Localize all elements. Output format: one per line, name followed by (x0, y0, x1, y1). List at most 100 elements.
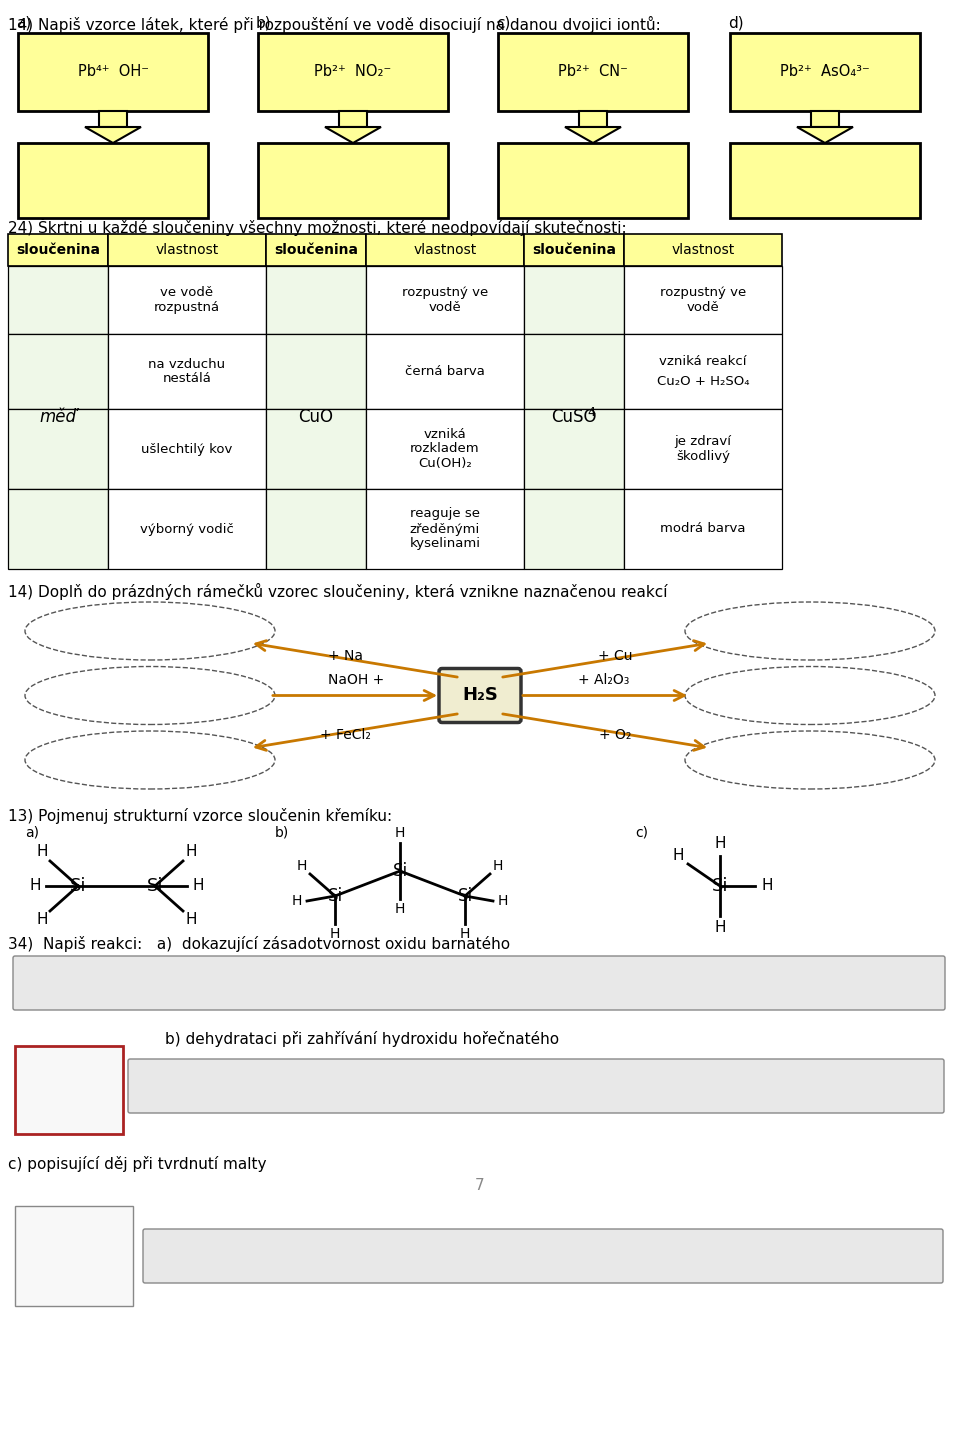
Bar (366, 266, 524, 334)
FancyBboxPatch shape (13, 955, 945, 1011)
Bar (339, 111, 367, 126)
Bar (624, 266, 782, 334)
Text: vlastnost: vlastnost (414, 243, 476, 257)
Text: Pb²⁺  CN⁻: Pb²⁺ CN⁻ (558, 64, 628, 80)
Bar (624, 334, 782, 409)
Text: Pb²⁺  NO₂⁻: Pb²⁺ NO₂⁻ (314, 64, 392, 80)
Text: vlastnost: vlastnost (671, 243, 734, 257)
Text: Cu₂O + H₂SO₄: Cu₂O + H₂SO₄ (657, 375, 749, 388)
Text: + FeCl₂: + FeCl₂ (320, 728, 371, 742)
Bar (8, 489, 108, 569)
Text: + Na: + Na (327, 650, 363, 663)
Bar (8, 234, 108, 266)
Bar (8, 266, 108, 334)
Bar (624, 409, 782, 489)
Text: H: H (185, 845, 197, 859)
Bar (99, 111, 127, 126)
Text: Si: Si (70, 877, 86, 896)
Text: H: H (672, 849, 684, 864)
Ellipse shape (25, 731, 275, 790)
Text: H: H (761, 878, 773, 894)
Bar (366, 489, 524, 569)
Polygon shape (797, 126, 853, 142)
Bar (18, 33, 208, 111)
FancyBboxPatch shape (128, 1059, 944, 1112)
Text: c) popisující děj při tvrdnutí malty: c) popisující děj při tvrdnutí malty (8, 1156, 267, 1172)
Text: Si: Si (147, 877, 163, 896)
Text: + Al₂O₃: + Al₂O₃ (578, 673, 630, 688)
Bar (108, 489, 266, 569)
Polygon shape (325, 126, 381, 142)
Bar (524, 409, 624, 489)
Bar (258, 33, 448, 111)
Text: + Cu: + Cu (598, 650, 633, 663)
Text: Pb²⁺  AsO₄³⁻: Pb²⁺ AsO₄³⁻ (780, 64, 870, 80)
Bar (266, 234, 366, 266)
Text: H: H (460, 928, 470, 941)
Text: NaOH +: NaOH + (328, 673, 384, 688)
Text: CuO: CuO (299, 409, 333, 426)
Text: H: H (714, 836, 726, 852)
Ellipse shape (685, 731, 935, 790)
Text: je zdraví
škodlivý: je zdraví škodlivý (675, 435, 732, 462)
Text: sloučenina: sloučenina (16, 243, 100, 257)
Ellipse shape (25, 666, 275, 724)
Text: b) dehydrataci při zahřívání hydroxidu hořečnatého: b) dehydrataci při zahřívání hydroxidu h… (165, 1031, 559, 1047)
Text: H: H (492, 859, 503, 872)
Text: 24) Škrtni u každé sloučeniny všechny možnosti, které neodpovídají skutečnosti:: 24) Škrtni u každé sloučeniny všechny mo… (8, 218, 627, 236)
Bar (8, 334, 108, 409)
Ellipse shape (685, 602, 935, 660)
Text: 7: 7 (475, 1179, 485, 1194)
Text: d): d) (728, 16, 744, 31)
Text: H: H (36, 845, 48, 859)
Bar (266, 334, 366, 409)
Bar (258, 142, 448, 218)
Bar (108, 234, 266, 266)
Bar (524, 234, 624, 266)
Text: Si: Si (327, 887, 343, 904)
Text: H: H (192, 878, 204, 894)
Text: H: H (498, 894, 508, 907)
Text: b): b) (275, 826, 289, 840)
Bar (524, 334, 624, 409)
Text: H₂S: H₂S (462, 686, 498, 705)
FancyBboxPatch shape (439, 669, 521, 723)
Text: c): c) (496, 16, 511, 31)
Bar (366, 234, 524, 266)
Bar (524, 489, 624, 569)
Text: vzniká
rozkladem
Cu(OH)₂: vzniká rozkladem Cu(OH)₂ (410, 427, 480, 471)
Text: Pb⁴⁺  OH⁻: Pb⁴⁺ OH⁻ (78, 64, 149, 80)
Text: rozpustný ve
vodě: rozpustný ve vodě (660, 286, 746, 314)
Bar (108, 409, 266, 489)
Text: H: H (297, 859, 307, 872)
Bar (366, 334, 524, 409)
FancyBboxPatch shape (143, 1229, 943, 1282)
Text: 14) Napiš vzorce látek, které při rozpouštění ve vodě disociují na danou dvojici: 14) Napiš vzorce látek, které při rozpou… (8, 16, 660, 33)
Text: sloučenina: sloučenina (532, 243, 616, 257)
Text: H: H (395, 901, 405, 916)
Bar (266, 266, 366, 334)
Text: reaguje se
zředěnými
kyselinami: reaguje se zředěnými kyselinami (410, 507, 481, 551)
Bar (811, 111, 839, 126)
Text: černá barva: černá barva (405, 365, 485, 378)
Text: ušlechtilý kov: ušlechtilý kov (141, 442, 232, 455)
Text: ve vodě
rozpustná: ve vodě rozpustná (154, 286, 220, 314)
Bar (108, 334, 266, 409)
Bar (624, 489, 782, 569)
Polygon shape (85, 126, 141, 142)
Bar (18, 142, 208, 218)
Text: Si: Si (457, 887, 472, 904)
Text: CuSO: CuSO (551, 409, 597, 426)
Text: vlastnost: vlastnost (156, 243, 219, 257)
Text: Si: Si (393, 862, 408, 880)
Text: H: H (330, 928, 340, 941)
Ellipse shape (685, 666, 935, 724)
Bar (108, 266, 266, 334)
Text: měď: měď (39, 409, 77, 426)
Bar (266, 409, 366, 489)
Bar (366, 409, 524, 489)
Text: výborný vodič: výborný vodič (140, 522, 234, 535)
Bar (15, 1045, 123, 1134)
Text: 4: 4 (588, 406, 595, 419)
Text: H: H (395, 826, 405, 840)
